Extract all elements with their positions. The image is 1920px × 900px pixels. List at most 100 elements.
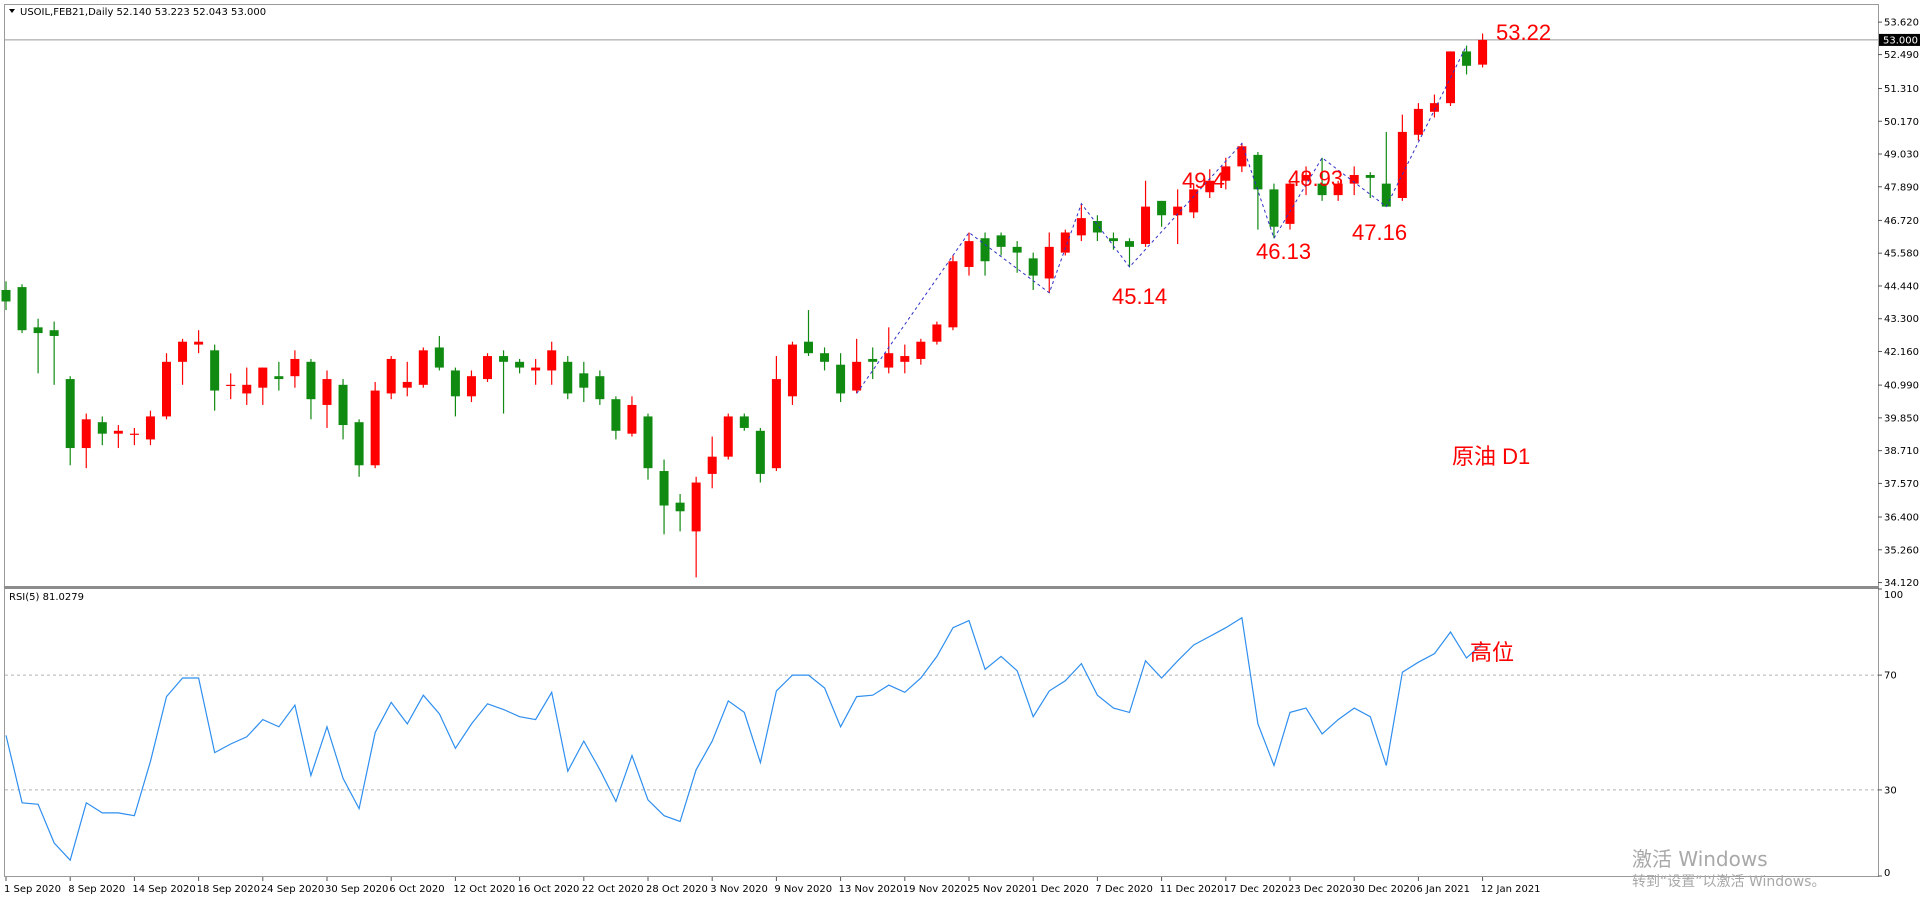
annotation: 原油 D1 [1452,444,1530,469]
candle-body [1189,189,1199,213]
candle-body [97,422,107,434]
candle-body [499,356,509,362]
y-tick-label: 40.990 [1884,381,1919,392]
candle-body [1413,108,1423,135]
x-tick-label: 16 Oct 2020 [518,884,580,895]
annotation: 48.93 [1288,166,1343,191]
y-tick-label: 53.620 [1884,18,1919,29]
candle-body [739,416,749,428]
candle-body [1060,232,1070,253]
candle-body [836,364,846,394]
candle-body [162,361,171,417]
x-tick-label: 30 Dec 2020 [1352,884,1416,895]
x-tick-label: 23 Dec 2020 [1288,884,1352,895]
candle-body [547,350,557,371]
candle-body [771,379,781,469]
x-tick-label: 7 Dec 2020 [1095,884,1153,895]
zigzag-line [856,45,1467,394]
candle-body [1462,51,1472,66]
candle-body [1301,175,1311,181]
annotation: 49.4 [1182,168,1225,193]
candle-body [450,370,460,397]
candle-body [81,419,91,449]
x-tick-label: 30 Sep 2020 [325,884,388,895]
y-tick-label: 30 [1884,785,1897,796]
candle-body [884,353,894,368]
candle-body [515,361,525,368]
candle-body [1092,220,1102,233]
candle-body [354,422,364,466]
x-tick-label: 25 Nov 2020 [967,884,1031,895]
candle-body [1221,166,1231,181]
candle-body [932,324,942,342]
current-price-label: 53.000 [1883,35,1918,46]
x-tick-label: 1 Dec 2020 [1031,884,1089,895]
y-tick-label: 46.720 [1884,216,1919,227]
candle-body [611,399,621,431]
y-tick-label: 45.580 [1884,249,1919,260]
x-tick-label: 12 Oct 2020 [453,884,515,895]
candle-body [306,361,316,400]
candle-body [659,471,669,506]
candle-body [1397,131,1407,198]
candle-body [1253,154,1263,190]
candle-body [466,376,476,397]
watermark: 激活 Windows [1632,847,1768,871]
candle-body [980,238,990,262]
candle-body [210,350,220,391]
annotation: 高位 [1470,640,1514,665]
x-tick-label: 1 Sep 2020 [4,884,61,895]
x-tick-label: 6 Oct 2020 [389,884,444,895]
candle-body [1,289,11,302]
candle-body [787,344,797,397]
y-tick-label: 39.850 [1884,413,1919,424]
x-tick-label: 22 Oct 2020 [582,884,644,895]
y-tick-label: 51.310 [1884,84,1919,95]
candle-body [900,356,910,362]
candle-body [948,261,958,328]
candle-body [627,404,637,434]
rsi-line [5,616,1484,862]
candle-body [723,416,733,457]
candle-body [418,350,428,385]
annotation: 47.16 [1352,220,1407,245]
y-tick-label: 52.490 [1884,50,1919,61]
y-tick-label: 50.170 [1884,117,1919,128]
candle-body [1478,39,1488,65]
x-tick-label: 3 Nov 2020 [710,884,768,895]
x-tick-label: 19 Nov 2020 [903,884,967,895]
y-tick-label: 38.710 [1884,446,1919,457]
candle-body [434,347,444,368]
candle-body [242,384,252,394]
candle-body [483,356,492,380]
candle-body [868,358,878,362]
candle-body [1317,183,1327,196]
chart-header: USOIL,FEB21,Daily 52.140 53.223 52.043 5… [20,7,266,18]
candle-body [1044,246,1054,279]
candle-body [1381,183,1391,207]
y-tick-label: 70 [1884,671,1897,682]
candle-body [1285,183,1295,224]
y-tick-label: 42.160 [1884,347,1919,358]
annotation: 53.22 [1496,20,1551,45]
current-price-box [1879,33,1920,46]
x-tick-label: 9 Nov 2020 [774,884,832,895]
watermark: 转到“设置”以激活 Windows。 [1632,873,1825,890]
candle-body [643,416,653,469]
x-tick-label: 8 Sep 2020 [68,884,125,895]
x-tick-label: 28 Oct 2020 [646,884,708,895]
x-tick-label: 18 Sep 2020 [197,884,260,895]
candle-body [1125,241,1134,247]
x-tick-label: 24 Sep 2020 [261,884,324,895]
candle-body [996,235,1006,247]
candle-body [386,358,396,394]
candle-body [579,373,589,388]
candle-body [65,379,75,449]
candle-body [916,341,926,359]
candle-body [595,376,605,400]
candle-body [1028,258,1038,276]
rsi-header: RSI(5) 81.0279 [9,592,84,603]
candle-body [1157,200,1167,216]
candle-body [563,361,573,394]
